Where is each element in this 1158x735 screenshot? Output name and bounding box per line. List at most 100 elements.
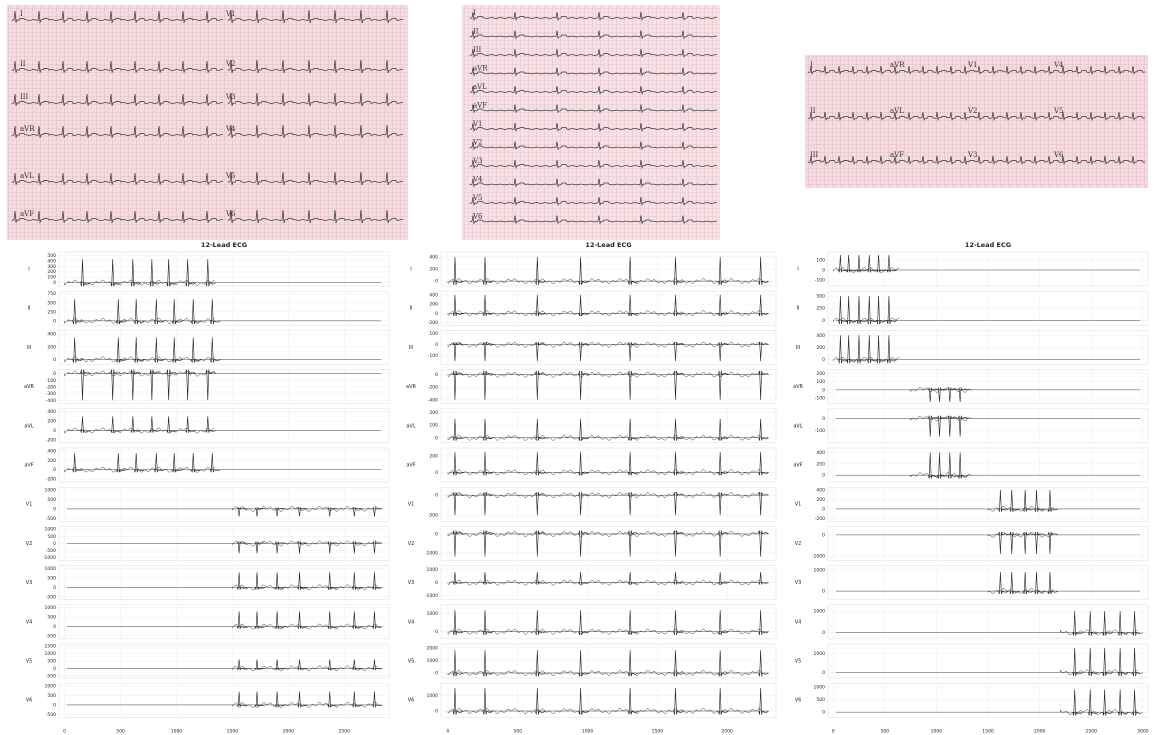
y-tick-label: 400 — [47, 409, 56, 415]
qrs-spike — [1009, 490, 1020, 512]
qrs-spike — [452, 256, 464, 285]
qrs-spike — [190, 299, 202, 325]
qrs-spike — [130, 416, 141, 433]
qrs-spike — [627, 370, 639, 400]
y-tick-label: 400 — [47, 258, 56, 264]
y-tick-label: 100 — [429, 423, 438, 429]
qrs-spike — [205, 369, 216, 401]
photo-trace — [469, 85, 718, 96]
lead-label: V3 — [408, 580, 415, 586]
signal-segment — [447, 434, 762, 441]
x-tick-label: 500 — [513, 729, 522, 735]
subplot-frame — [440, 447, 777, 483]
y-tick-label: 200 — [816, 345, 825, 351]
y-tick-label: 0 — [822, 630, 825, 636]
qrs-spike — [947, 415, 958, 437]
subplot-frame — [58, 290, 390, 326]
y-tick-label: 750 — [47, 291, 56, 297]
ecg-photo — [462, 5, 720, 240]
qrs-spike — [185, 416, 196, 433]
qrs-spike — [937, 452, 948, 479]
qrs-spike — [535, 452, 546, 476]
photo-lead-label: III — [810, 151, 819, 159]
y-tick-label: 0 — [435, 279, 438, 285]
qrs-spike — [254, 507, 266, 517]
photo-lead-label: V4 — [472, 176, 483, 184]
qrs-spike — [116, 453, 127, 473]
y-tick-label: 0 — [822, 387, 825, 393]
y-tick-label: 0 — [435, 372, 438, 378]
qrs-spike — [673, 256, 684, 285]
lead-label: V2 — [408, 541, 415, 547]
qrs-spike — [72, 337, 83, 363]
lead-label: II — [410, 306, 413, 312]
y-tick-label: 200 — [47, 269, 56, 275]
chart-title: 12-Lead ECG — [585, 241, 631, 249]
qrs-spike — [1132, 647, 1143, 677]
qrs-spike — [274, 507, 286, 517]
x-tick-label: 0 — [832, 729, 835, 735]
qrs-spike — [274, 541, 286, 554]
qrs-spike — [535, 256, 546, 285]
qrs-spike — [758, 370, 769, 400]
photo-trace — [469, 141, 718, 151]
y-tick-label: -1000 — [425, 593, 438, 599]
y-tick-label: 1000 — [45, 605, 57, 611]
qrs-spike — [867, 335, 878, 364]
qrs-spike — [190, 453, 202, 473]
y-tick-label: 1000 — [45, 684, 57, 690]
qrs-spike — [578, 572, 589, 586]
lead-label: II — [797, 306, 800, 312]
photo-lead-label: III — [473, 46, 482, 54]
lead-label: aVL — [24, 423, 33, 429]
y-tick-label: 0 — [53, 702, 56, 708]
y-tick-label: 500 — [816, 294, 825, 300]
y-tick-label: 0 — [53, 371, 56, 377]
qrs-spike — [717, 256, 729, 285]
qrs-spike — [578, 687, 589, 715]
y-tick-label: 0 — [435, 531, 438, 537]
subplot-frame — [58, 369, 390, 404]
subplot-frame — [58, 565, 390, 600]
qrs-spike — [116, 337, 127, 363]
photo-lead-label: II — [473, 28, 479, 36]
qrs-spike — [717, 294, 729, 317]
qrs-spike — [452, 687, 464, 715]
signal-segment — [64, 317, 215, 324]
photo-lead-label: aVR — [890, 61, 905, 69]
qrs-spike — [627, 572, 639, 586]
y-tick-label: 1000 — [45, 651, 57, 657]
photo-trace — [469, 30, 718, 40]
lead-label: I — [410, 267, 411, 273]
photo-lead-label: V3 — [967, 151, 978, 159]
qrs-spike — [482, 370, 494, 400]
subplot-frame — [440, 290, 777, 326]
qrs-spike — [274, 659, 286, 671]
qrs-spike — [717, 418, 729, 441]
qrs-spike — [937, 415, 948, 437]
qrs-spike — [254, 691, 266, 709]
y-tick-label: 0 — [822, 357, 825, 363]
qrs-spike — [154, 299, 165, 325]
signal-segment — [232, 584, 378, 591]
qrs-spike — [1132, 611, 1143, 636]
y-tick-label: 100 — [429, 331, 438, 337]
y-tick-label: 200 — [429, 454, 438, 460]
photo-trace — [227, 92, 404, 107]
qrs-spike — [758, 650, 769, 677]
qrs-spike — [482, 650, 494, 677]
qrs-spike — [154, 337, 165, 363]
qrs-spike — [673, 530, 684, 557]
y-tick-label: 0 — [435, 342, 438, 348]
photo-lead-label: V5 — [472, 194, 483, 202]
y-tick-label: 100 — [816, 379, 825, 385]
photo-trace — [469, 215, 718, 225]
y-tick-label: 200 — [429, 267, 438, 273]
qrs-spike — [758, 418, 769, 441]
x-tick-label: 1000 — [582, 729, 594, 735]
y-tick-label: -500 — [46, 633, 56, 639]
qrs-spike — [327, 507, 338, 517]
qrs-spike — [846, 254, 857, 273]
qrs-spike — [856, 296, 868, 325]
